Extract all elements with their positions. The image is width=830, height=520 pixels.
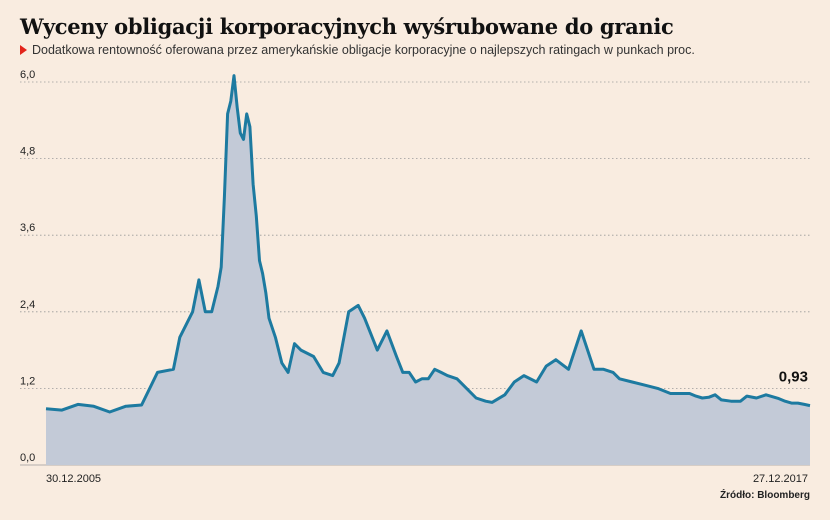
last-value-label: 0,93 bbox=[779, 369, 808, 386]
y-tick-label: 2,4 bbox=[20, 299, 35, 311]
series-line bbox=[45, 74, 811, 414]
y-tick-label: 3,6 bbox=[20, 222, 35, 234]
y-tick-label: 1,2 bbox=[20, 375, 35, 387]
chart-title: Wyceny obligacji korporacyjnych wyśrubow… bbox=[20, 14, 674, 39]
y-tick-label: 0,0 bbox=[20, 452, 35, 464]
series-area bbox=[46, 75, 810, 465]
y-tick-label: 4,8 bbox=[20, 146, 35, 158]
x-tick-label-end: 27.12.2017 bbox=[753, 473, 808, 485]
subtitle-text: Dodatkowa rentowność oferowana przez ame… bbox=[32, 43, 695, 57]
source-note: Źródło: Bloomberg bbox=[720, 490, 810, 501]
x-tick-label-start: 30.12.2005 bbox=[46, 473, 101, 485]
chart-subtitle: Dodatkowa rentowność oferowana przez ame… bbox=[20, 43, 695, 57]
triangle-marker-icon bbox=[20, 45, 27, 55]
y-tick-label: 6,0 bbox=[20, 69, 35, 81]
